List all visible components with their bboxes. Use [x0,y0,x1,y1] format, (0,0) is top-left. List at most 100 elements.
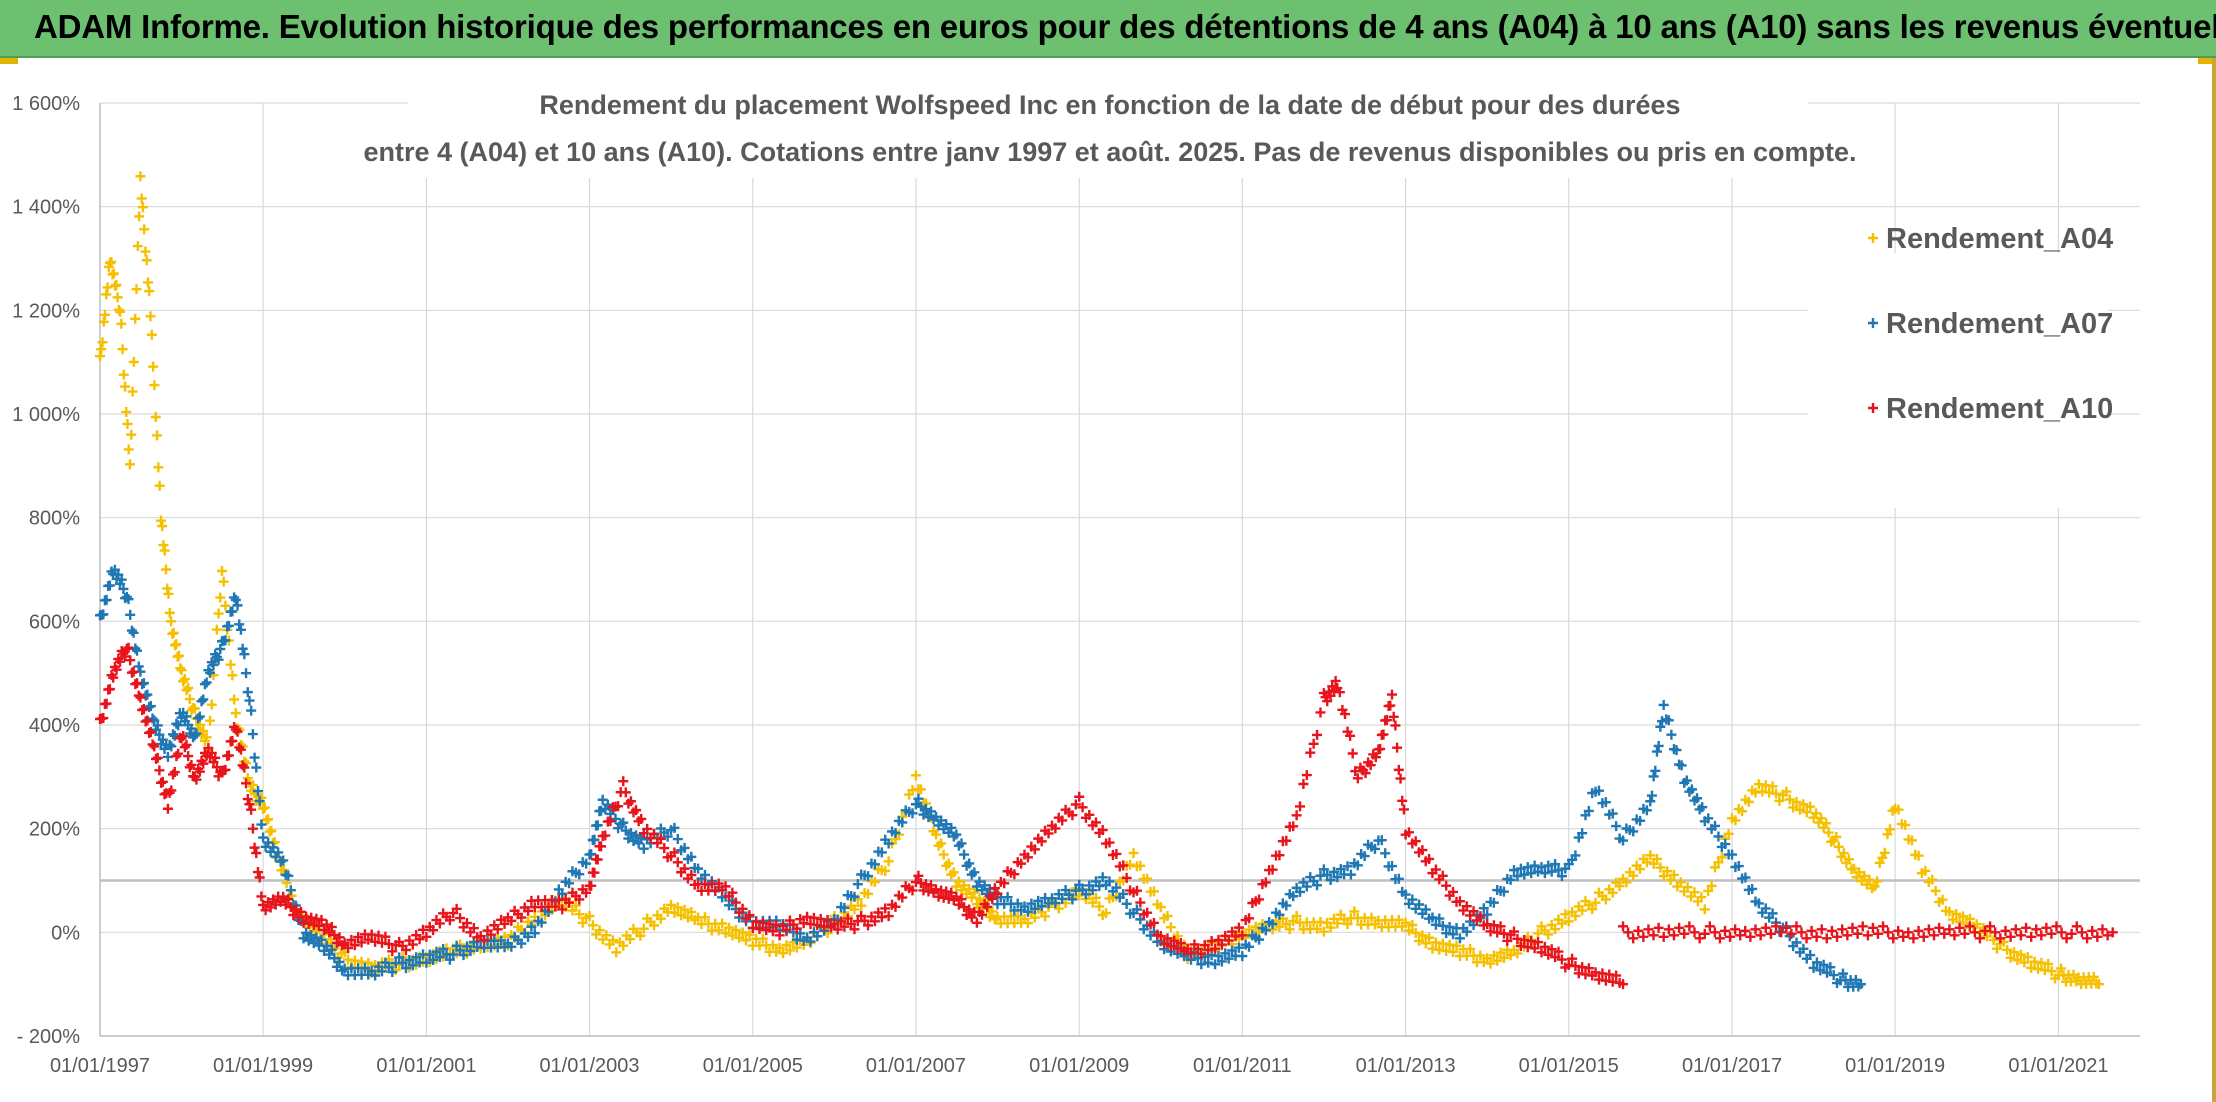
rendement-a07-point [625,827,636,838]
rendement-a07-point [1135,914,1146,925]
rendement-a07-point [407,960,418,971]
rendement-a07-point [1420,904,1431,915]
rendement-a04-point [931,829,942,840]
rendement-a04-point [1465,944,1476,955]
rendement-a10-point [1430,864,1441,875]
rendement-a07-point [1267,919,1278,930]
rendement-a07-point [1747,883,1758,894]
rendement-a07-point [1505,874,1516,885]
rendement-a10-point [1090,817,1101,828]
rendement-a10-plateau-0-point [1730,924,1741,935]
rendement-a07-point [1407,894,1418,905]
rendement-a10-point [275,896,286,907]
rendement-a10-point [913,870,924,881]
rendement-a04-point [638,923,649,934]
rendement-a04-point [1920,865,1931,876]
rendement-a04-point [157,521,168,532]
rendement-a10-plateau-0-point [1623,927,1634,938]
x-tick-label: 01/01/2007 [866,1055,966,1077]
rendement-a07-point [194,711,205,722]
rendement-a10-point [321,919,332,930]
rendement-a10-point [1301,770,1312,781]
rendement-a07-point [959,849,970,860]
rendement-a04-point [1767,781,1778,792]
rendement-a10-point [966,912,977,923]
rendement-a10-point [618,776,629,787]
y-tick-label: 1 000% [12,404,80,426]
rendement-a10-point [123,642,134,653]
rendement-a10-point [1210,943,1221,954]
rendement-a10-point [890,901,901,912]
rendement-a10-point [1417,845,1428,856]
rendement-a07-point [876,847,887,858]
rendement-a07-point [205,667,216,678]
rendement-a04-point [1971,919,1982,930]
rendement-a10-point [1216,939,1227,950]
rendement-a07-point [620,825,631,836]
rendement-a10-plateau-0-point [2097,924,2108,935]
rendement-a04-point [1165,922,1176,933]
rendement-a04-point [744,929,755,940]
rendement-a07-point [278,855,289,866]
rendement-a07-point [1676,760,1687,771]
rendement-a07-point [1237,951,1248,962]
rendement-a07-point [162,751,173,762]
rendement-a10-point [842,913,853,924]
rendement-a10-point [239,762,250,773]
rendement-a07-point [263,837,274,848]
rendement-a04-point [96,344,107,355]
rendement-a07-point [1666,729,1677,740]
rendement-a10-point [1381,715,1392,726]
rendement-a10-point [883,911,894,922]
rendement-a04-point [1142,873,1153,884]
rendement-a10-point [953,899,964,910]
rendement-a04-point [1485,958,1496,969]
rendement-a07-point [181,711,192,722]
rendement-a04-point [1885,824,1895,835]
rendement-a07-point [1312,880,1323,891]
rendement-a04-point [1128,848,1139,859]
rendement-a10-point [285,902,296,913]
rendement-a04-point [880,865,891,876]
rendement-a07-point [1244,941,1255,952]
rendement-a04-point [1716,852,1727,863]
rendement-a07-point [586,849,597,860]
rendement-a07-point [1733,861,1744,872]
rendement-a04-point [213,608,224,619]
rendement-a07-point [173,720,184,731]
rendement-a07-point [251,762,262,773]
rendement-a10-plateau-0-point [1694,933,1705,944]
rendement-a07-point [244,695,255,706]
rendement-a10-point [363,934,374,945]
rendement-a10-point [1397,795,1408,806]
rendement-a10-plateau-0-point [1959,928,1970,939]
rendement-a04-point [1400,917,1411,928]
rendement-a10-plateau-0-point [1668,930,1679,941]
rendement-a07-point [101,594,112,605]
rendement-a10-point [468,923,479,934]
rendement-a10-point [686,869,697,880]
rendement-a07-point [128,627,139,638]
rendement-a10-point [194,766,205,777]
rendement-a07-point [465,946,476,957]
rendement-a04-point [1635,864,1646,875]
rendement-a10-point [1395,773,1406,784]
rendement-a07-point [227,606,238,617]
rendement-a04-point [737,927,748,938]
rendement-a07-point [145,701,156,712]
rendement-a04-point [134,211,145,222]
rendement-a04-point [2055,963,2066,974]
rendement-a10-point [256,891,267,902]
rendement-a04-point [215,592,226,603]
rendement-a07-point [1325,875,1336,886]
rendement-a04-point [1498,953,1509,964]
rendement-a07-point [1650,765,1661,776]
rendement-a10-point [720,881,731,892]
rendement-a04-point [1488,950,1499,961]
rendement-a10-point [247,823,258,834]
rendement-a07-point [1811,957,1822,968]
rendement-a07-point [434,952,445,963]
rendement-a04-point [727,930,738,941]
rendement-a07-point [1556,871,1567,882]
rendement-a10-point [1556,954,1567,965]
